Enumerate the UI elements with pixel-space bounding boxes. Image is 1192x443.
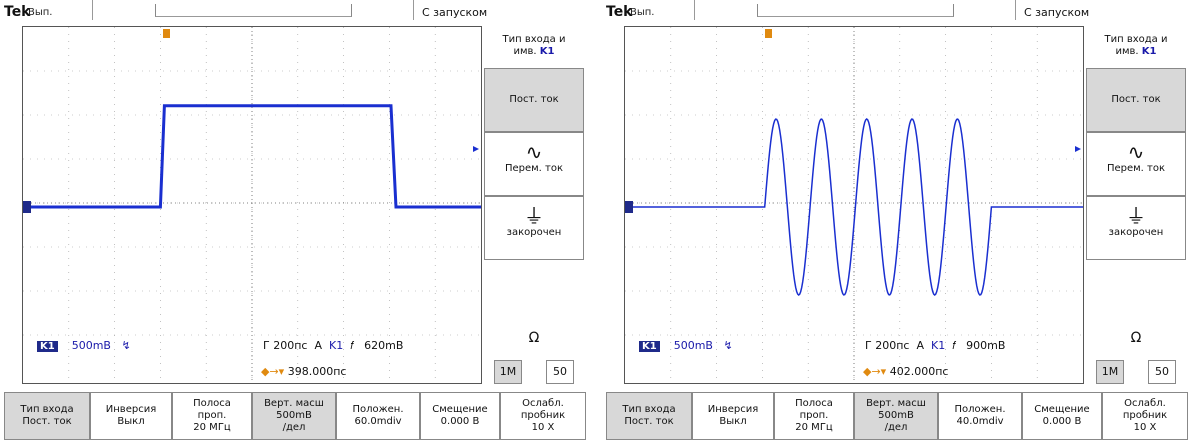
bandwidth-button[interactable]: Полоса проп. 20 МГц	[774, 392, 854, 440]
impedance-1m-button[interactable]: 1M	[494, 360, 522, 384]
oscilloscope-panel-left: Tek Вып. С запуском K1 500mB ↯ Г 200пс A …	[0, 0, 588, 443]
timebase-readout: Г 200пс A K1 𝑓 900mB	[865, 339, 1005, 353]
trigger-mode: A	[314, 339, 322, 352]
side-menu-title: Тип входа и имв. K1	[502, 34, 566, 57]
delay-readout: ◆→▾ 398.000пс	[261, 365, 346, 378]
ground-icon: ⏚	[1126, 204, 1146, 228]
bottom-menu: Тип входа Пост. ток Инверсия Выкл Полоса пр…	[602, 386, 1190, 443]
bottom-menu: Тип входа Пост. ток Инверсия Выкл Полоса пр…	[0, 386, 588, 443]
probe-attenuation-button[interactable]: Ослабл. пробник 10 X	[500, 392, 586, 440]
side-menu: Тип входа и имв. K1 Пост. ток ∿ Перем. то…	[1084, 26, 1188, 384]
position-button[interactable]: Положен. 60.0mdiv	[336, 392, 420, 440]
vertical-scale: 500mB	[71, 339, 111, 352]
channel-badge[interactable]: K1	[639, 341, 660, 352]
channel-readout: K1 500mB ↯	[37, 339, 131, 352]
probe-attenuation-button[interactable]: Ослабл. пробник 10 X	[1102, 392, 1188, 440]
ground-coupling-button[interactable]: ⏚ закорочен	[1086, 196, 1186, 260]
side-menu: Тип входа и имв. K1 Пост. ток ∿ Перем. то…	[482, 26, 586, 384]
ac-coupling-button[interactable]: ∿ Перем. ток	[1086, 132, 1186, 196]
delay-readout: ◆→▾ 402.000пс	[863, 365, 948, 378]
trigger-slope-icon: 𝑓	[350, 339, 354, 352]
impedance-label: Ω	[1130, 330, 1142, 346]
ground-icon: ⏚	[524, 204, 544, 228]
oscilloscope-panel-right: Tek Вып. С запуском K1 500mB ↯ Г 200пс A …	[602, 0, 1190, 443]
waveform-svg	[625, 27, 1083, 383]
offset-button[interactable]: Смещение 0.000 B	[1022, 392, 1102, 440]
impedance-label: Ω	[528, 330, 540, 346]
trigger-level-arrow	[473, 146, 479, 152]
ground-coupling-button[interactable]: ⏚ закорочен	[484, 196, 584, 260]
ac-coupling-button[interactable]: ∿ Перем. ток	[484, 132, 584, 196]
trigger-mode: A	[916, 339, 924, 352]
delay-marker-icon: ◆→▾	[261, 365, 285, 378]
channel-badge[interactable]: K1	[37, 341, 58, 352]
trigger-level: 620mB	[364, 339, 404, 352]
horizontal-delay: 402.000пс	[889, 365, 949, 378]
offset-button[interactable]: Смещение 0.000 B	[420, 392, 500, 440]
status-bar: Tek Вып. С запуском	[602, 0, 1190, 26]
impedance-50-button[interactable]: 50	[546, 360, 574, 384]
brand-logo: Tek	[4, 4, 31, 20]
trigger-status: С запуском	[1024, 6, 1090, 19]
channel-readout: K1 500mB ↯	[639, 339, 733, 352]
waveform-svg	[23, 27, 481, 383]
acquisition-mode: Вып.	[630, 7, 655, 18]
impedance-50-button[interactable]: 50	[1148, 360, 1176, 384]
waveform-trace	[625, 118, 1083, 296]
impedance-1m-button[interactable]: 1M	[1096, 360, 1124, 384]
trigger-position-marker	[163, 29, 170, 38]
trigger-source: K1	[328, 339, 344, 352]
trigger-level: 900mB	[966, 339, 1006, 352]
trigger-slope-icon: 𝑓	[952, 339, 956, 352]
acquisition-mode: Вып.	[28, 7, 53, 18]
vertical-scale-button[interactable]: Верт. масш 500mB/дел	[252, 392, 336, 440]
bandwidth-limit-icon: ↯	[121, 339, 131, 352]
waveform-trace	[23, 104, 481, 209]
divider	[92, 0, 93, 20]
sine-wave-icon: ∿	[525, 140, 543, 164]
dc-coupling-button[interactable]: Пост. ток	[1086, 68, 1186, 132]
status-bar: Tek Вып. С запуском	[0, 0, 588, 26]
trigger-position-marker	[765, 29, 772, 38]
input-type-button[interactable]: Тип входа Пост. ток	[4, 392, 90, 440]
bandwidth-button[interactable]: Полоса проп. 20 МГц	[172, 392, 252, 440]
timebase-readout: Г 200пс A K1 𝑓 620mB	[263, 339, 403, 353]
bandwidth-limit-icon: ↯	[723, 339, 733, 352]
waveform-display: K1 500mB ↯ Г 200пс A K1 𝑓 900mB ◆→▾ 402.0…	[624, 26, 1084, 384]
input-type-button[interactable]: Тип входа Пост. ток	[606, 392, 692, 440]
timebase: Г 200пс	[263, 339, 308, 352]
horizontal-delay: 398.000пс	[287, 365, 347, 378]
invert-button[interactable]: Инверсия Выкл	[692, 392, 774, 440]
delay-marker-icon: ◆→▾	[863, 365, 887, 378]
sine-wave-icon: ∿	[1127, 140, 1145, 164]
vertical-scale-button[interactable]: Верт. масш 500mB/дел	[854, 392, 938, 440]
side-menu-title: Тип входа и имв. K1	[1104, 34, 1168, 57]
waveform-display: K1 500mB ↯ Г 200пс A K1 𝑓 620mB ◆→▾ 398.0…	[22, 26, 482, 384]
divider	[1015, 0, 1016, 20]
dc-coupling-button[interactable]: Пост. ток	[484, 68, 584, 132]
invert-button[interactable]: Инверсия Выкл	[90, 392, 172, 440]
brand-logo: Tek	[606, 4, 633, 20]
trigger-level-arrow	[1075, 146, 1081, 152]
record-view-bar	[155, 4, 352, 17]
divider	[413, 0, 414, 20]
timebase: Г 200пс	[865, 339, 910, 352]
record-view-bar	[757, 4, 954, 17]
ground-reference-marker	[625, 201, 633, 213]
position-button[interactable]: Положен. 40.0mdiv	[938, 392, 1022, 440]
trigger-source: K1	[930, 339, 946, 352]
divider	[694, 0, 695, 20]
trigger-status: С запуском	[422, 6, 488, 19]
ground-reference-marker	[23, 201, 31, 213]
vertical-scale: 500mB	[673, 339, 713, 352]
